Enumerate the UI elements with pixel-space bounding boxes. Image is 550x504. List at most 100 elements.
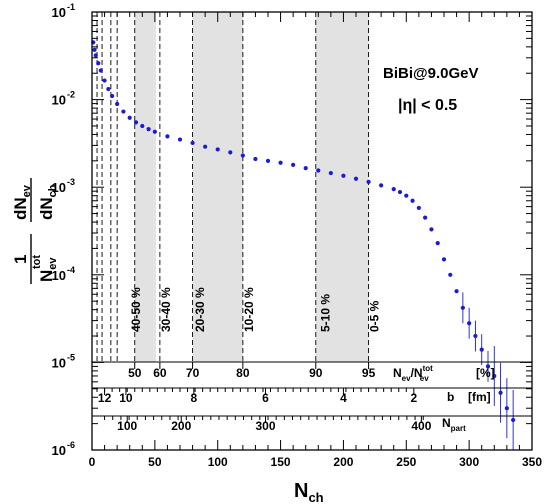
nev-axis-tick-label: 70: [186, 366, 200, 380]
data-point: [504, 406, 509, 411]
nev-axis-tick-label: 95: [362, 366, 376, 380]
data-point: [152, 129, 157, 134]
x-axis-title: Nch: [294, 480, 324, 504]
data-point: [228, 150, 233, 155]
svg-text:tot: tot: [31, 255, 43, 269]
data-point: [498, 390, 503, 395]
centrality-label: 10-20 %: [242, 287, 256, 332]
nev-axis-title: Nev/Ntot ev: [393, 364, 433, 383]
data-point: [240, 153, 245, 158]
data-point: [215, 147, 220, 152]
b-axis-tick-label: 8: [190, 391, 197, 405]
b-axis-tick-label: 4: [340, 391, 347, 405]
data-point: [366, 179, 371, 184]
data-points: [91, 40, 516, 450]
data-point: [92, 47, 97, 52]
b-axis-tick-label: 12: [98, 391, 112, 405]
nev-axis-tick-label: 80: [236, 366, 250, 380]
y-tick-exponent: -2: [67, 90, 75, 100]
x-tick-label: 350: [522, 455, 542, 469]
data-point: [448, 272, 453, 277]
y-tick-exponent: -4: [67, 265, 75, 275]
data-point: [127, 115, 132, 120]
svg-text:dNev: dNev: [11, 184, 33, 220]
data-point: [328, 170, 333, 176]
centrality-band: [315, 12, 369, 362]
data-point: [190, 140, 195, 146]
centrality-label: 30-40 %: [159, 287, 173, 332]
data-point: [485, 364, 491, 369]
data-point: [177, 137, 183, 142]
b-axis-title: b: [447, 390, 454, 404]
centrality-bands: [134, 12, 369, 362]
npart-axis-tick-label: 400: [411, 419, 431, 433]
data-point: [416, 205, 421, 211]
svg-text:Nch: Nch: [294, 480, 324, 504]
npart-axis-title: Npart: [442, 416, 466, 433]
data-point: [467, 321, 472, 326]
data-point: [93, 53, 98, 58]
centrality-label: 0-5 %: [368, 300, 382, 332]
data-point: [98, 68, 103, 73]
centrality-band: [134, 12, 157, 362]
data-point: [435, 241, 440, 246]
x-tick-label: 300: [459, 455, 479, 469]
data-point: [102, 78, 107, 83]
centrality-label: 5-10 %: [319, 294, 333, 332]
data-point: [410, 198, 415, 203]
data-point: [441, 257, 447, 262]
data-point: [165, 134, 170, 139]
y-tick-exponent: -6: [67, 440, 75, 450]
data-point: [265, 158, 271, 163]
x-tick-label: 100: [208, 455, 228, 469]
annotation-system: BiBi@9.0GeV: [383, 65, 479, 82]
data-point: [429, 227, 434, 232]
data-point: [379, 183, 384, 188]
x-tick-label: 150: [271, 455, 291, 469]
data-point: [110, 93, 115, 99]
data-point: [316, 168, 321, 173]
data-point: [397, 189, 403, 195]
b-axis-tick-label: 10: [119, 391, 133, 405]
data-point: [341, 173, 346, 178]
data-point: [454, 289, 459, 294]
data-point: [96, 61, 101, 66]
data-point: [353, 176, 359, 181]
y-tick-exponent: -5: [67, 352, 75, 362]
data-point: [423, 215, 428, 220]
data-point: [121, 109, 126, 114]
x-tick-label: 0: [89, 455, 96, 469]
data-point: [146, 127, 151, 132]
data-point: [460, 305, 465, 310]
b-axis-tick-label: 6: [262, 391, 269, 405]
b-axis-tick-label: 2: [410, 391, 417, 405]
data-point: [278, 160, 283, 165]
data-point: [391, 187, 396, 192]
y-tick-label: 10: [52, 93, 66, 108]
centrality-labels: 40-50 % 30-40 % 20-30 % 10-20 % 5-10 % 0-5 %: [129, 287, 382, 332]
b-axis-unit: [fm]: [468, 390, 491, 404]
data-point: [253, 156, 258, 162]
svg-text:dNch: dNch: [37, 184, 59, 220]
data-point: [511, 417, 516, 423]
data-point: [404, 193, 409, 198]
npart-axis-tick-label: 200: [171, 419, 191, 433]
nev-axis-tick-label: 50: [128, 366, 142, 380]
svg-text:1: 1: [11, 255, 30, 264]
y-tick-label: 10: [52, 268, 66, 283]
x-tick-label: 50: [148, 455, 162, 469]
centrality-band: [192, 12, 243, 362]
svg-text:Nev: Nev: [37, 257, 59, 282]
data-point: [115, 101, 120, 107]
y-tick-label: 10: [52, 180, 66, 195]
data-point: [492, 373, 497, 379]
nev-axis-tick-label: 90: [309, 366, 323, 380]
data-point: [203, 144, 208, 149]
data-point: [291, 162, 296, 167]
y-axis-title: 1 Nev tot dNev dNch: [11, 178, 59, 284]
secondary-axes: 50 60 70 80 90 95 12 10 8 6 4 2 100 200 300 400 Nev/Ntot…: [92, 361, 532, 433]
data-point: [473, 333, 478, 339]
x-tick-label: 250: [396, 455, 416, 469]
